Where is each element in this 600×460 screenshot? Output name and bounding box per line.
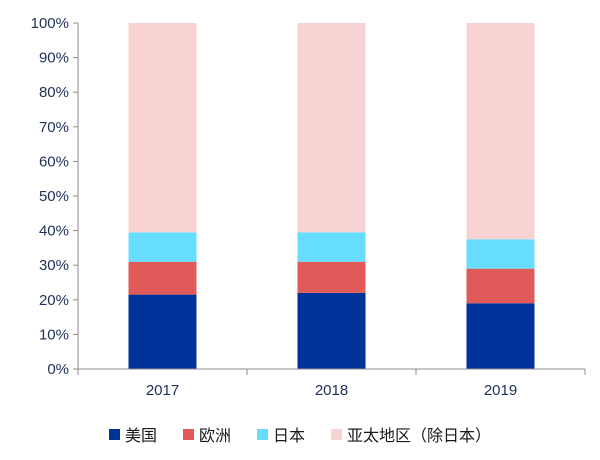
legend-label: 亚太地区（除日本） bbox=[347, 428, 492, 445]
x-tick-label: 2018 bbox=[315, 382, 348, 399]
legend-swatch bbox=[182, 428, 194, 440]
chart-legend: 美国 欧洲 日本 亚太地区（除日本） bbox=[0, 422, 600, 446]
legend-swatch bbox=[257, 428, 268, 440]
bar-segment bbox=[297, 292, 366, 369]
legend-label: 日本 bbox=[273, 428, 306, 445]
bar-segment bbox=[466, 23, 535, 240]
y-tick-label: 80% bbox=[39, 84, 69, 101]
legend-swatch bbox=[108, 428, 120, 440]
y-tick-label: 20% bbox=[39, 292, 69, 309]
y-tick-label: 90% bbox=[39, 50, 69, 67]
bars bbox=[128, 23, 535, 369]
bar-segment bbox=[128, 261, 197, 295]
bar-segment bbox=[466, 239, 535, 269]
legend-item: 欧洲 bbox=[182, 422, 231, 446]
bar-segment bbox=[466, 303, 535, 369]
y-tick-label: 70% bbox=[39, 119, 69, 136]
legend-label: 美国 bbox=[124, 428, 157, 445]
bar-segment bbox=[297, 261, 366, 293]
x-axis: 2017 2018 2019 bbox=[77, 368, 586, 399]
legend-item: 美国 bbox=[108, 422, 157, 446]
legend-item: 日本 bbox=[257, 422, 305, 446]
bar-segment bbox=[128, 23, 197, 233]
x-tick-label: 2019 bbox=[484, 382, 517, 399]
bar-segment bbox=[128, 232, 197, 262]
bar-segment bbox=[128, 294, 197, 369]
x-tick-label: 2017 bbox=[146, 382, 179, 399]
y-axis: 0% 10% 20% 30% 40% 50% 60% 70% 80% 90% 100% bbox=[31, 15, 79, 378]
legend-swatch bbox=[331, 428, 343, 440]
y-tick-label: 0% bbox=[47, 361, 69, 378]
bar-segment bbox=[466, 268, 535, 304]
y-tick-label: 30% bbox=[39, 257, 69, 274]
y-tick-label: 50% bbox=[39, 188, 69, 205]
bar-segment bbox=[297, 23, 366, 233]
y-tick-label: 100% bbox=[31, 15, 69, 32]
bar-segment bbox=[297, 232, 366, 262]
legend-item: 亚太地区（除日本） bbox=[331, 422, 491, 446]
legend-label: 欧洲 bbox=[198, 428, 231, 445]
y-tick-label: 40% bbox=[39, 223, 69, 240]
y-tick-label: 10% bbox=[39, 326, 69, 343]
y-tick-label: 60% bbox=[39, 153, 69, 170]
